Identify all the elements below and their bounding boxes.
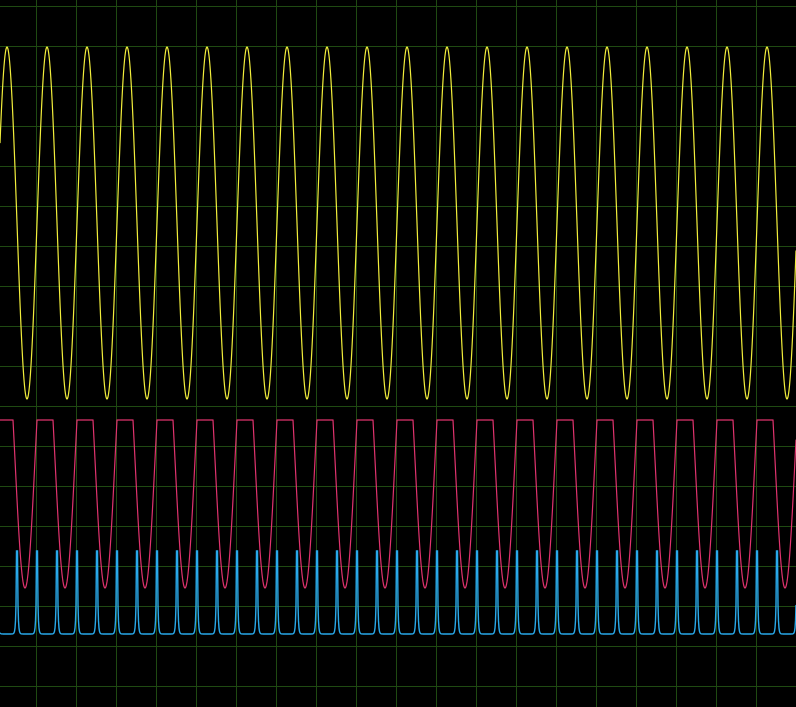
yellow-trace bbox=[0, 46, 796, 400]
red-trace bbox=[0, 419, 796, 589]
blue-trace bbox=[0, 550, 796, 635]
